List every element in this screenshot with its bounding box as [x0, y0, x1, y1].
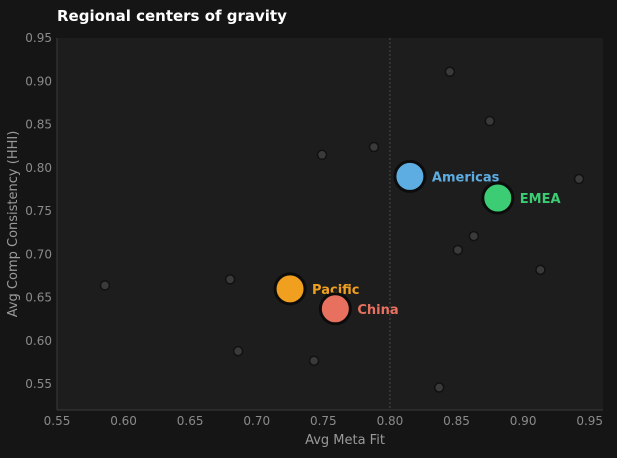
y-axis-label: Avg Comp Consistency (HHI) [6, 131, 21, 318]
background-point [535, 264, 546, 276]
background-point [452, 244, 464, 256]
x-axis-label: Avg Meta Fit [305, 433, 385, 448]
x-axis-ticks: 0.55 0.60 0.65 0.70 0.75 0.80 0.85 0.90 0.95 [44, 414, 603, 428]
background-point [308, 355, 320, 366]
background-point [368, 141, 380, 153]
point-americas [393, 159, 427, 193]
label-americas: Americas [432, 170, 500, 185]
x-tick-label: 0.65 [177, 414, 204, 428]
point-emea [481, 181, 515, 215]
x-tick-label: 0.55 [44, 414, 71, 428]
y-tick-label: 0.85 [25, 118, 52, 132]
background-point [468, 230, 480, 242]
y-tick-label: 0.90 [25, 74, 52, 88]
background-point [99, 280, 111, 291]
y-tick-label: 0.75 [25, 204, 52, 218]
x-tick-label: 0.90 [510, 414, 537, 428]
x-tick-label: 0.95 [576, 414, 603, 428]
chart-title: Regional centers of gravity [57, 7, 287, 25]
background-point [316, 149, 328, 161]
x-tick-label: 0.70 [243, 414, 270, 428]
x-tick-label: 0.85 [443, 414, 470, 428]
background-point [224, 274, 236, 285]
label-pacific: Pacific [312, 283, 359, 298]
plot-area [57, 38, 603, 410]
background-point [573, 173, 585, 185]
point-china [318, 292, 352, 326]
y-axis-ticks: 0.55 0.60 0.65 0.70 0.75 0.80 0.85 0.90 0.95 [25, 31, 52, 391]
region-points: Americas EMEA Pacific China [273, 159, 561, 326]
x-tick-label: 0.60 [110, 414, 137, 428]
point-pacific [273, 272, 307, 306]
background-point [433, 382, 445, 393]
background-point [484, 115, 496, 127]
x-tick-label: 0.75 [310, 414, 337, 428]
background-point [232, 345, 244, 357]
y-tick-label: 0.80 [25, 161, 52, 175]
label-emea: EMEA [520, 192, 561, 207]
y-tick-label: 0.65 [25, 291, 52, 305]
x-tick-label: 0.80 [377, 414, 404, 428]
y-tick-label: 0.70 [25, 247, 52, 261]
y-tick-label: 0.55 [25, 377, 52, 391]
background-point [444, 66, 456, 77]
y-tick-label: 0.60 [25, 334, 52, 348]
y-tick-label: 0.95 [25, 31, 52, 45]
background-points [99, 66, 585, 393]
label-china: China [357, 303, 398, 318]
